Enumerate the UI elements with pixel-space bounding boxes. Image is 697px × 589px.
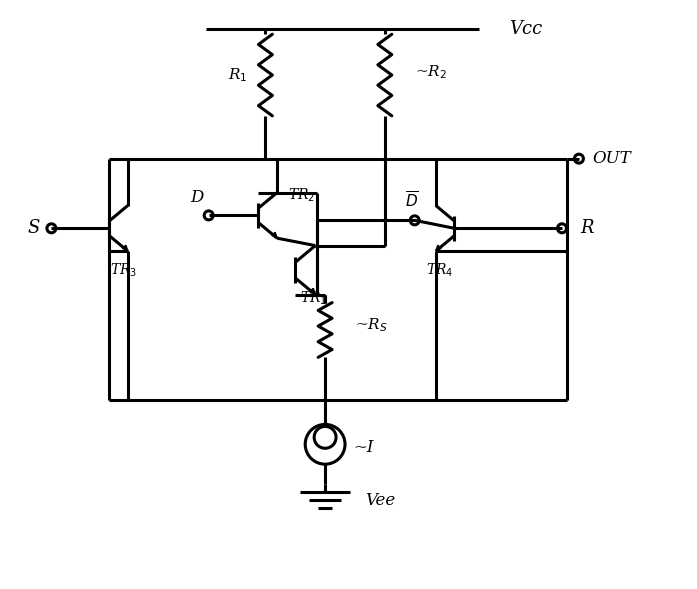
- Text: TR$_2$: TR$_2$: [289, 187, 315, 204]
- Text: S: S: [27, 219, 40, 237]
- Text: R$_1$: R$_1$: [228, 66, 247, 84]
- Polygon shape: [272, 232, 277, 238]
- Text: R: R: [580, 219, 593, 237]
- Polygon shape: [123, 245, 128, 251]
- Polygon shape: [309, 289, 315, 294]
- Text: OUT: OUT: [593, 150, 631, 167]
- Text: Vcc: Vcc: [510, 20, 542, 38]
- Text: $\overline{D}$: $\overline{D}$: [405, 190, 419, 210]
- Text: TR$_1$: TR$_1$: [300, 289, 328, 307]
- Text: ~R$_S$: ~R$_S$: [355, 316, 388, 334]
- Text: ~I: ~I: [353, 439, 374, 456]
- Text: TR$_3$: TR$_3$: [110, 262, 138, 279]
- Text: ~R$_2$: ~R$_2$: [415, 63, 447, 81]
- Text: D: D: [190, 189, 204, 206]
- Text: TR$_4$: TR$_4$: [426, 262, 453, 279]
- Text: Vee: Vee: [365, 492, 395, 508]
- Polygon shape: [436, 245, 441, 251]
